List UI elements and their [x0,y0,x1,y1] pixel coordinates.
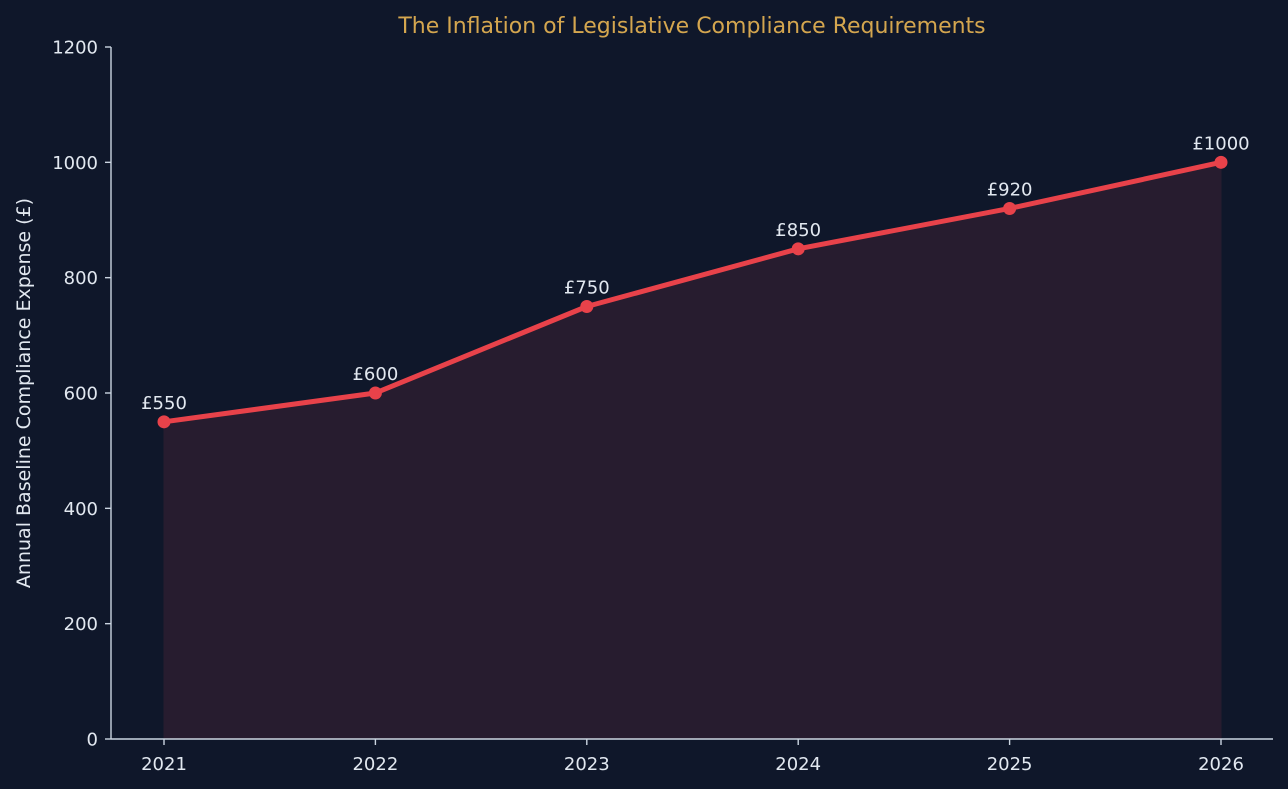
data-label: £850 [775,220,821,241]
x-tick-label: 2021 [141,754,187,775]
data-point [1214,155,1228,169]
y-axis-label: Annual Baseline Compliance Expense (£) [13,198,35,588]
data-point [368,386,382,400]
area-fill [163,161,1222,740]
x-tick-label: 2025 [987,754,1033,775]
data-label: £750 [564,278,610,299]
y-tick-label: 200 [64,614,98,635]
data-point [157,415,171,429]
plot-area: 0 200 400 600 800 1000 1200 2021 2022 2023 2024 202… [52,38,1273,775]
data-label: £600 [352,364,398,385]
x-tick-label: 2023 [564,754,610,775]
data-label: £920 [987,179,1033,200]
x-tick-label: 2022 [352,754,398,775]
y-tick-label: 600 [64,384,98,405]
x-tick-label: 2024 [775,754,821,775]
y-tick-label: 1200 [52,38,98,59]
data-label: £550 [141,393,187,414]
data-point [1003,201,1017,215]
data-point [580,300,594,313]
series-line [161,159,1224,425]
y-tick-label: 1000 [52,153,98,174]
y-tick-label: 0 [87,730,98,751]
chart-title: The Inflation of Legislative Compliance … [397,14,985,39]
y-tick-label: 400 [64,499,98,520]
data-point [791,242,805,256]
data-label: £1000 [1192,133,1249,154]
y-tick-label: 800 [64,268,98,289]
x-tick-label: 2026 [1198,754,1244,775]
